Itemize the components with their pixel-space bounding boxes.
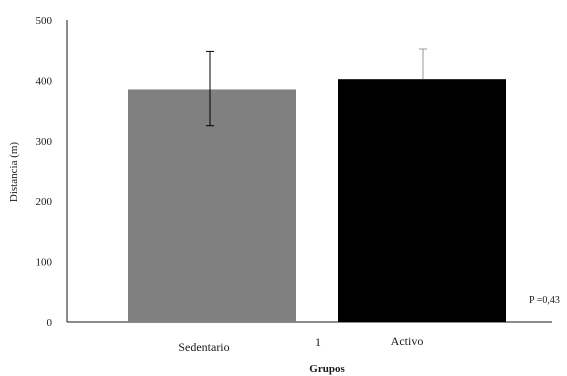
bar-sedentario [128, 89, 296, 323]
y-tick-label: 0 [47, 317, 53, 329]
y-axis-title: Distancia (m) [8, 142, 20, 203]
y-tick-label: 100 [36, 257, 53, 269]
p-value-annotation: P =0,43 [529, 295, 560, 306]
y-tick-label: 200 [36, 196, 53, 208]
y-tick-label: 300 [36, 136, 53, 148]
bars [128, 79, 506, 323]
category-label-activo: Activo [391, 334, 424, 348]
category-label-sedentario: Sedentario [178, 340, 229, 354]
category-labels: Sedentario Activo [178, 334, 423, 354]
error-bars [206, 48, 427, 127]
bar-activo [338, 79, 506, 322]
x-tick-number: 1 [315, 335, 321, 349]
y-tick-label: 400 [36, 75, 53, 87]
x-axis-title: Grupos [309, 363, 345, 375]
y-tick-label: 500 [36, 15, 53, 27]
y-tick-labels: 0 100 200 300 400 500 [36, 15, 53, 329]
